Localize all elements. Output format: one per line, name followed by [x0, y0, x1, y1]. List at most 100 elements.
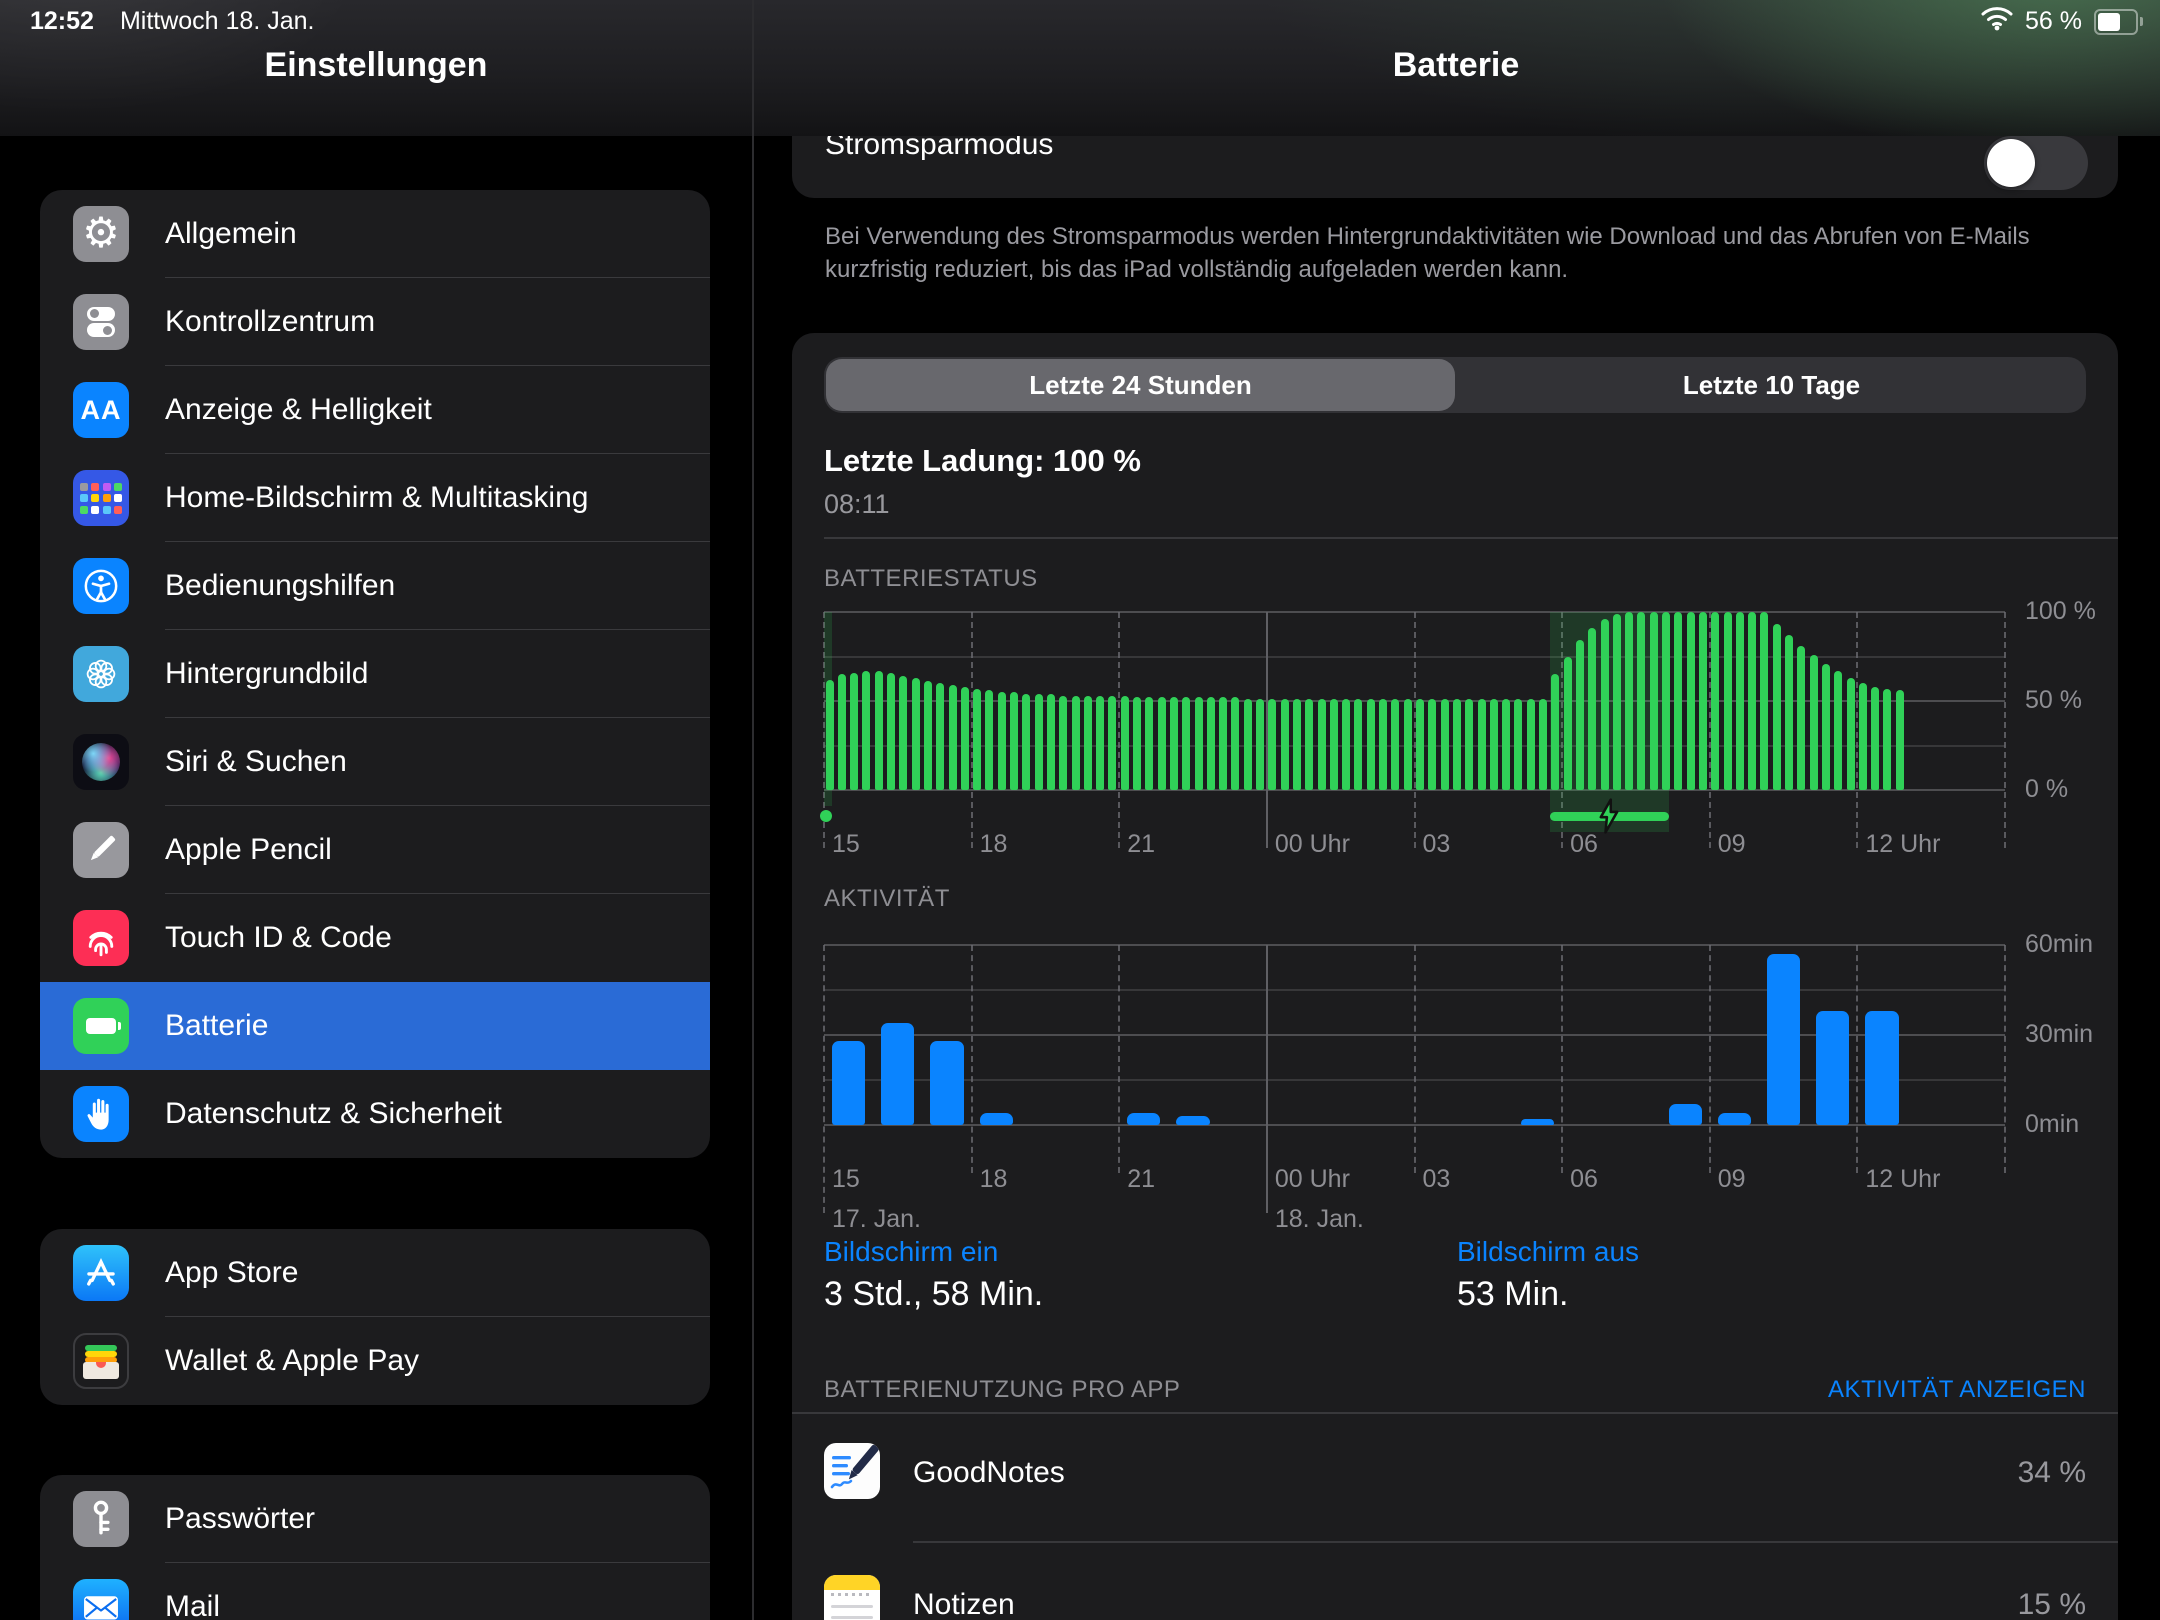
battery-level-bar — [1760, 612, 1768, 790]
sidebar-item-label: Kontrollzentrum — [165, 278, 375, 366]
sidebar-item-label: Passwörter — [165, 1475, 315, 1563]
battery-level-bar — [1859, 683, 1867, 790]
sidebar-item-bedienungshilfen[interactable]: Bedienungshilfen — [40, 542, 710, 630]
battery-level-bar — [1404, 699, 1412, 790]
battery-level-bar — [1625, 612, 1633, 790]
sidebar-item-anzeige-helligkeit[interactable]: AAAnzeige & Helligkeit — [40, 366, 710, 454]
x-tick-label: 21 — [1127, 830, 1155, 859]
activity-section-label: AKTIVITÄT — [824, 885, 950, 913]
key-icon — [73, 1491, 129, 1547]
battery-level-bar — [1231, 697, 1239, 790]
battery-level-bar — [1305, 699, 1313, 790]
battery-level-bar — [924, 681, 932, 790]
battery-level-bar — [1736, 612, 1744, 790]
battery-level-bar — [1613, 614, 1621, 790]
battery-level-bar — [1010, 692, 1018, 790]
show-activity-link[interactable]: AKTIVITÄT ANZEIGEN — [1828, 1376, 2086, 1404]
sidebar-item-mail[interactable]: Mail — [40, 1563, 710, 1620]
segment-last-24-hours[interactable]: Letzte 24 Stunden — [826, 359, 1455, 411]
sidebar-group-0: ⚙AllgemeinKontrollzentrumAAAnzeige & Hel… — [40, 190, 710, 1158]
battery-level-bar — [1564, 657, 1572, 791]
battery-level-bar — [912, 678, 920, 790]
hand-icon — [73, 1086, 129, 1142]
activity-bar — [980, 1113, 1013, 1125]
activity-bar — [1521, 1119, 1554, 1125]
sidebar-item-passw-rter[interactable]: Passwörter — [40, 1475, 710, 1563]
battery-level-bar — [1281, 699, 1289, 790]
gridline-v — [1709, 945, 1711, 1173]
segment-last-10-days[interactable]: Letzte 10 Tage — [1457, 357, 2086, 413]
sidebar-item-app-store[interactable]: App Store — [40, 1229, 710, 1317]
battery-level-bar — [1551, 674, 1559, 790]
sidebar-item-kontrollzentrum[interactable]: Kontrollzentrum — [40, 278, 710, 366]
battery-icon — [2094, 9, 2143, 35]
battery-level-bar — [1588, 628, 1596, 790]
sidebar-item-wallet-apple-pay[interactable]: Wallet & Apple Pay — [40, 1317, 710, 1405]
battery-level-bar — [1133, 697, 1141, 790]
battery-level-bar — [985, 690, 993, 790]
battery-level-bar — [1084, 696, 1092, 790]
low-power-mode-description: Bei Verwendung des Stromsparmodus werden… — [825, 220, 2105, 286]
battery-level-bar — [826, 680, 834, 790]
x-tick-label: 06 — [1570, 1165, 1598, 1194]
screen-on-value: 3 Std., 58 Min. — [824, 1275, 1043, 1314]
battery-level-bar — [1478, 699, 1486, 790]
battery-level-bar — [1896, 690, 1904, 790]
battery-level-bar — [1883, 689, 1891, 790]
date-mark-label: 17. Jan. — [832, 1205, 921, 1234]
activity-bar — [1176, 1116, 1209, 1125]
wifi-icon — [1981, 5, 2013, 38]
x-tick-label: 00 Uhr — [1275, 1165, 1350, 1194]
sidebar-item-touch-id-code[interactable]: Touch ID & Code — [40, 894, 710, 982]
sidebar-item-allgemein[interactable]: ⚙Allgemein — [40, 190, 710, 278]
app-name: Notizen — [913, 1588, 1015, 1620]
battery-level-bar — [1293, 699, 1301, 790]
x-tick-label: 09 — [1718, 830, 1746, 859]
gear-icon: ⚙ — [73, 206, 129, 262]
battery-level-bar — [1662, 612, 1670, 790]
wallet-icon — [73, 1333, 129, 1389]
battery-level-bar — [899, 676, 907, 790]
sidebar-item-siri-suchen[interactable]: Siri & Suchen — [40, 718, 710, 806]
sidebar-item-label: Anzeige & Helligkeit — [165, 366, 432, 454]
sidebar-item-apple-pencil[interactable]: Apple Pencil — [40, 806, 710, 894]
activity-chart[interactable]: 15182100 Uhr03060912 Uhr60min30min0min17… — [824, 945, 2005, 1125]
battery-level-bar — [1219, 697, 1227, 790]
separator — [824, 537, 2118, 539]
battery-level-bar — [1195, 697, 1203, 790]
battery-level-bar — [1810, 655, 1818, 790]
y-tick-label: 0min — [2025, 1110, 2079, 1139]
wallpaper-icon — [73, 646, 129, 702]
battery-level-bar — [1502, 699, 1510, 790]
battery-level-bar — [1847, 678, 1855, 790]
settings-sidebar: ⚙AllgemeinKontrollzentrumAAAnzeige & Hel… — [0, 0, 752, 1620]
sidebar-item-datenschutz-sicherheit[interactable]: Datenschutz & Sicherheit — [40, 1070, 710, 1158]
sidebar-item-label: Siri & Suchen — [165, 718, 347, 806]
sidebar-title: Einstellungen — [0, 46, 752, 85]
battery-level-bar — [1072, 696, 1080, 790]
charging-dot — [820, 810, 832, 822]
gridline-v — [971, 945, 973, 1173]
battery-level-bar — [1318, 699, 1326, 790]
battery-level-bar — [1416, 699, 1424, 790]
sidebar-item-hintergrundbild[interactable]: Hintergrundbild — [40, 630, 710, 718]
x-tick-label: 03 — [1423, 1165, 1451, 1194]
activity-bar — [1718, 1113, 1751, 1125]
sidebar-item-batterie[interactable]: Batterie — [40, 982, 710, 1070]
sidebar-item-label: Mail — [165, 1563, 220, 1620]
activity-bar — [1127, 1113, 1160, 1125]
charging-bolt-icon — [1595, 798, 1623, 834]
battery-level-bar — [1367, 699, 1375, 790]
gridline-v — [1856, 945, 1858, 1173]
screen-off-value: 53 Min. — [1457, 1275, 1569, 1314]
y-tick-label: 60min — [2025, 930, 2093, 959]
x-tick-label: 12 Uhr — [1865, 830, 1940, 859]
battery-level-chart[interactable]: 15182100 Uhr03060912 Uhr100 %50 %0 % — [824, 612, 2005, 790]
sidebar-item-label: Datenschutz & Sicherheit — [165, 1070, 502, 1158]
sidebar-group-2: PasswörterMail — [40, 1475, 710, 1620]
low-power-mode-toggle[interactable] — [1984, 136, 2088, 190]
sidebar-item-label: Bedienungshilfen — [165, 542, 395, 630]
sidebar-item-home-bildschirm-multitasking[interactable]: Home-Bildschirm & Multitasking — [40, 454, 710, 542]
battery-level-bar — [1391, 699, 1399, 790]
battery-level-bar — [1059, 696, 1067, 790]
